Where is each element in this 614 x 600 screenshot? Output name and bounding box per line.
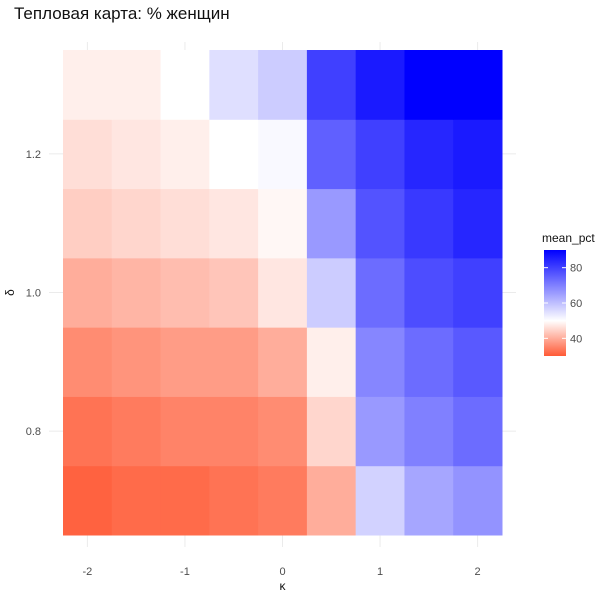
- heatmap-cell: [209, 257, 259, 328]
- legend: mean_pct 40 60 80: [542, 231, 595, 356]
- heatmap-cell: [63, 327, 113, 397]
- heatmap-cell: [306, 50, 357, 120]
- x-tick-label: 0: [279, 566, 285, 578]
- heatmap-cell: [453, 119, 503, 190]
- heatmap-cell: [63, 396, 113, 467]
- y-axis-ticks: 0.8 1.0 1.2: [26, 149, 41, 438]
- heatmap-cell: [111, 257, 162, 328]
- heatmap-cell: [453, 188, 503, 259]
- legend-ticks: 40 60 80: [544, 263, 582, 345]
- heatmap-cell: [258, 465, 308, 536]
- heatmap-cell: [111, 396, 162, 467]
- heatmap-cell: [258, 119, 308, 190]
- heatmap-cells: [63, 50, 503, 536]
- heatmap-cell: [160, 396, 210, 467]
- legend-title: mean_pct: [542, 231, 595, 245]
- heatmap-cell: [63, 257, 113, 328]
- heatmap-cell: [404, 188, 454, 259]
- heatmap-cell: [111, 119, 162, 190]
- heatmap-cell: [404, 119, 454, 190]
- heatmap-cell: [404, 465, 454, 536]
- x-tick-label: -1: [180, 566, 190, 578]
- heatmap-cell: [355, 50, 405, 120]
- heatmap-cell: [160, 50, 210, 120]
- heatmap-cell: [209, 396, 259, 467]
- heatmap-cell: [63, 50, 113, 120]
- heatmap-cell: [209, 465, 259, 536]
- heatmap-cell: [355, 465, 405, 536]
- heatmap-cell: [355, 119, 405, 190]
- heatmap-cell: [111, 188, 162, 259]
- heatmap-cell: [209, 327, 259, 397]
- heatmap-cell: [404, 396, 454, 467]
- heatmap-cell: [160, 119, 210, 190]
- heatmap-cell: [209, 188, 259, 259]
- heatmap-cell: [306, 119, 357, 190]
- heatmap-cell: [355, 257, 405, 328]
- heatmap-cell: [404, 257, 454, 328]
- heatmap-cell: [209, 50, 259, 120]
- heatmap-cell: [160, 327, 210, 397]
- heatmap-cell: [63, 465, 113, 536]
- heatmap-cell: [258, 327, 308, 397]
- heatmap-cell: [111, 465, 162, 536]
- legend-tick-label: 80: [570, 263, 582, 275]
- x-tick-label: 1: [377, 566, 383, 578]
- heatmap-cell: [404, 50, 454, 120]
- legend-colorbar: [544, 250, 566, 356]
- heatmap-cell: [160, 257, 210, 328]
- heatmap-cell: [355, 396, 405, 467]
- y-axis-title: δ: [3, 289, 17, 296]
- heatmap-cell: [306, 188, 357, 259]
- heatmap-cell: [453, 396, 503, 467]
- heatmap-cell: [258, 50, 308, 120]
- x-tick-label: -2: [82, 566, 92, 578]
- heatmap-cell: [111, 50, 162, 120]
- heatmap-cell: [63, 188, 113, 259]
- x-tick-label: 2: [475, 566, 481, 578]
- heatmap-cell: [258, 188, 308, 259]
- heatmap-cell: [160, 465, 210, 536]
- chart-title: Тепловая карта: % женщин: [14, 4, 230, 23]
- heatmap-cell: [453, 257, 503, 328]
- heatmap-cell: [355, 327, 405, 397]
- legend-tick-label: 40: [570, 333, 582, 345]
- y-tick-label: 1.2: [26, 149, 41, 161]
- heatmap-cell: [63, 119, 113, 190]
- heatmap-cell: [306, 396, 357, 467]
- heatmap-cell: [453, 50, 503, 120]
- y-tick-label: 0.8: [26, 426, 41, 438]
- heatmap-cell: [209, 119, 259, 190]
- heatmap-cell: [306, 465, 357, 536]
- heatmap-cell: [258, 257, 308, 328]
- heatmap-cell: [258, 396, 308, 467]
- legend-tick-label: 60: [570, 298, 582, 310]
- heatmap-cell: [306, 327, 357, 397]
- y-tick-label: 1.0: [26, 288, 41, 300]
- heatmap-cell: [453, 327, 503, 397]
- heatmap-cell: [111, 327, 162, 397]
- heatmap-cell: [160, 188, 210, 259]
- x-axis-title: κ: [280, 579, 287, 593]
- heatmap-cell: [453, 465, 503, 536]
- heatmap-cell: [306, 257, 357, 328]
- heatmap-cell: [404, 327, 454, 397]
- heatmap-cell: [355, 188, 405, 259]
- x-axis-ticks: -2 -1 0 1 2: [82, 566, 480, 578]
